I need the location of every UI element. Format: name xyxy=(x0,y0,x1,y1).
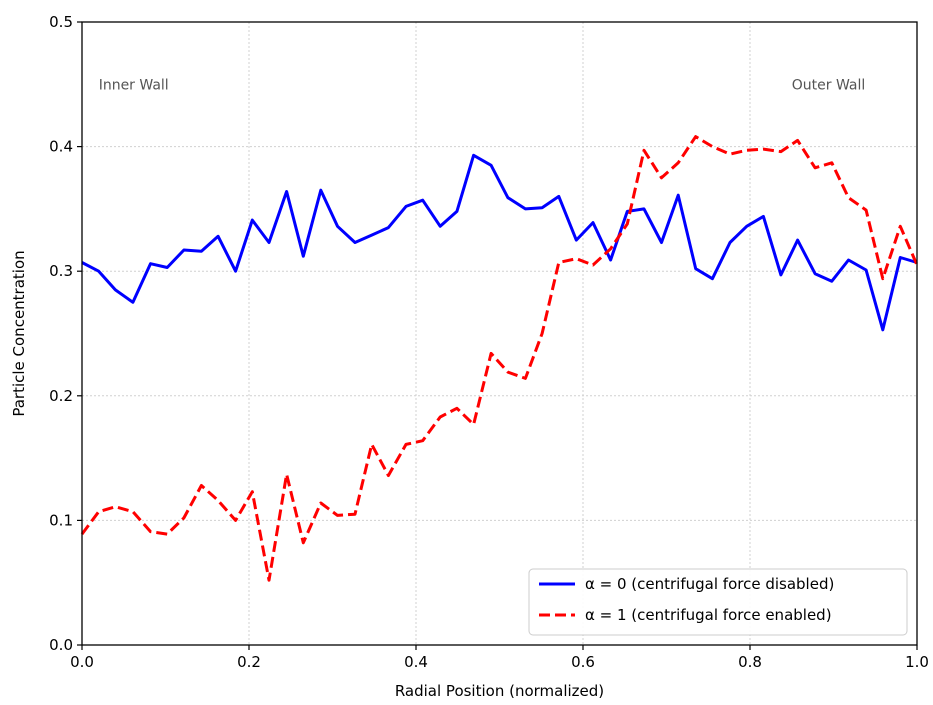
y-tick-label: 0.1 xyxy=(49,511,73,529)
series-group xyxy=(80,135,919,582)
annotation-outer-wall: Outer Wall xyxy=(792,77,866,93)
x-tick-label: 0.6 xyxy=(571,653,595,671)
y-axis-label: Particle Concentration xyxy=(10,250,28,416)
annotation-inner-wall: Inner Wall xyxy=(99,77,169,93)
legend: α = 0 (centrifugal force disabled) α = 1… xyxy=(528,568,908,636)
ticks: 0.0 0.2 0.4 0.6 0.8 1.0 0.0 0.1 0.2 0.3 0.4 0.5 xyxy=(49,13,929,671)
y-tick-label: 0.3 xyxy=(49,262,73,280)
x-tick-label: 0.8 xyxy=(738,653,762,671)
x-tick-label: 0.2 xyxy=(237,653,261,671)
y-tick-label: 0.4 xyxy=(49,138,73,156)
legend-box xyxy=(528,568,908,636)
x-tick-label: 0.4 xyxy=(404,653,428,671)
legend-label-alpha-0: α = 0 (centrifugal force disabled) xyxy=(585,575,834,593)
y-tick-label: 0.0 xyxy=(49,636,73,654)
legend-label-alpha-1: α = 1 (centrifugal force enabled) xyxy=(585,606,832,624)
series-line-0 xyxy=(81,153,918,332)
plot-frame xyxy=(81,21,918,646)
x-axis-label: Radial Position (normalized) xyxy=(395,682,604,700)
series-line-1 xyxy=(80,135,919,582)
y-tick-label: 0.5 xyxy=(49,13,73,31)
x-tick-label: 0.0 xyxy=(70,653,94,671)
x-tick-label: 1.0 xyxy=(905,653,929,671)
y-tick-label: 0.2 xyxy=(49,387,73,405)
